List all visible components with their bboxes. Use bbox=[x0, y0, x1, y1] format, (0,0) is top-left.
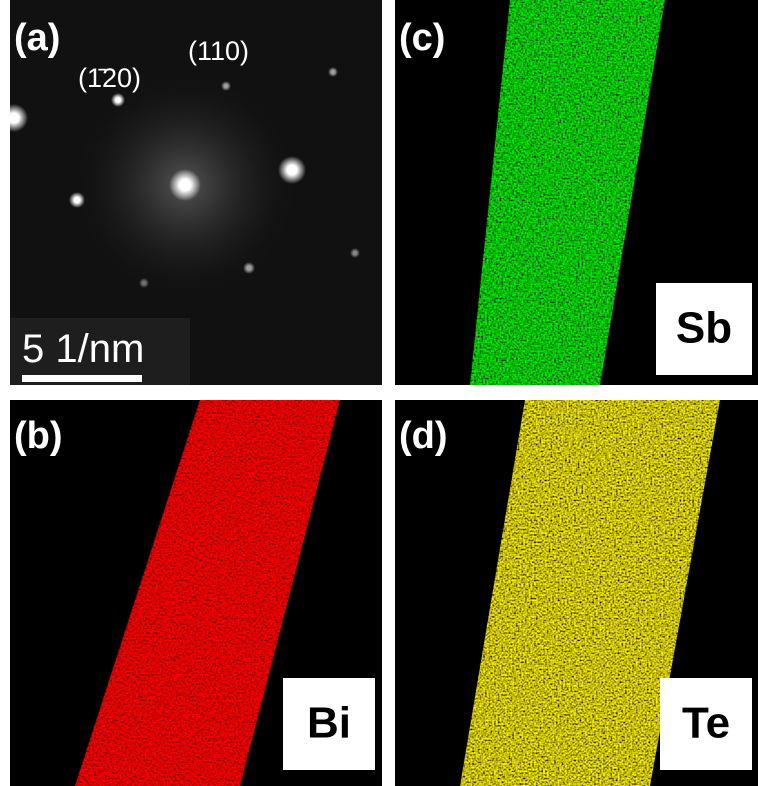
panel-label: (b) bbox=[14, 415, 63, 457]
element-label: Sb bbox=[676, 304, 732, 353]
panel-d: (d) Te bbox=[395, 400, 758, 786]
panel-label: (d) bbox=[399, 415, 448, 457]
annotation: (110) bbox=[188, 36, 249, 66]
panel-c: (c) Sb bbox=[395, 0, 758, 385]
scale-bar-label: 5 1/nm bbox=[22, 327, 144, 371]
element-label: Te bbox=[682, 699, 730, 748]
panel-a: (a) (1̄20) (110) 5 1/nm bbox=[0, 0, 382, 385]
scale-bar bbox=[22, 375, 142, 382]
panel-b: (b) Bi bbox=[10, 400, 382, 786]
panel-label: (c) bbox=[399, 17, 445, 59]
annotation: (1̄20) bbox=[78, 63, 141, 93]
element-label: Bi bbox=[307, 699, 351, 748]
figure: (a) (1̄20) (110) 5 1/nm (c) Sb (b) Bi (d… bbox=[0, 0, 758, 786]
panel-label: (a) bbox=[14, 17, 60, 59]
